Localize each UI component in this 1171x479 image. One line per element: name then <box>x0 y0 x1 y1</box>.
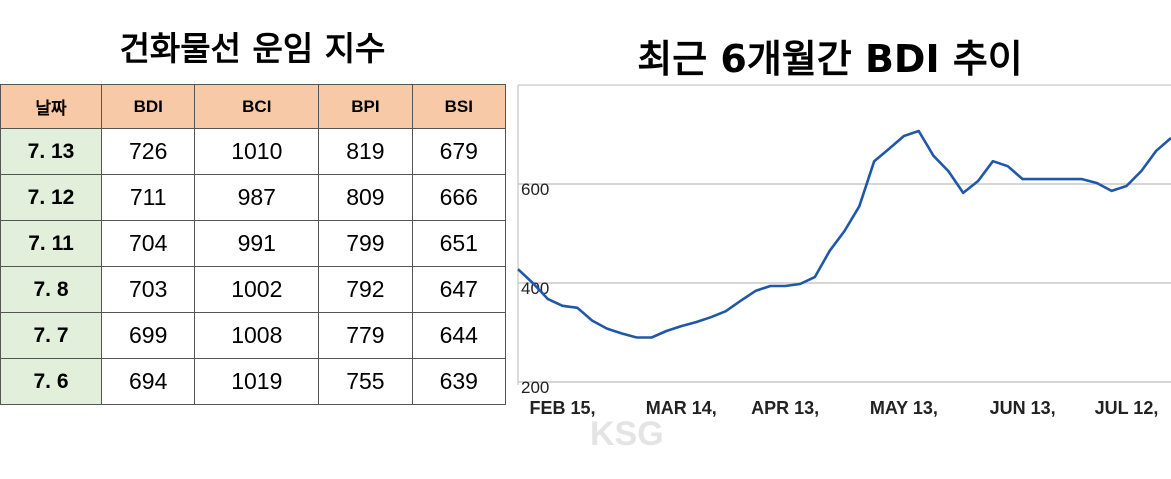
table-row: 날짜 BDI BCI BPI BSI <box>0 84 507 129</box>
table-row: 7. 13 726 1010 819 679 <box>0 128 507 175</box>
cell: 703 <box>100 266 196 313</box>
cell: 726 <box>100 128 196 175</box>
freight-table: 날짜 BDI BCI BPI BSI 7. 13 726 1010 819 679 7. 12 711… <box>0 84 507 405</box>
cell: 644 <box>411 312 507 359</box>
table-row: 7. 12 711 987 809 666 <box>0 174 507 221</box>
x-tick-label: APR 13, <box>751 398 819 418</box>
header-cell: BSI <box>411 84 507 129</box>
cell: 651 <box>411 220 507 267</box>
header-cell: BPI <box>318 84 413 129</box>
table-row: 7. 8 703 1002 792 647 <box>0 266 507 313</box>
table-row: 7. 6 694 1019 755 639 <box>0 358 507 405</box>
cell: 799 <box>318 220 413 267</box>
cell: 991 <box>194 220 320 267</box>
table-row: 7. 11 704 991 799 651 <box>0 220 507 267</box>
cell: 704 <box>100 220 196 267</box>
y-tick-label: 600 <box>521 180 549 199</box>
x-tick-label: JUL 12, <box>1095 398 1159 418</box>
cell: 699 <box>100 312 196 359</box>
x-tick-label: MAY 13, <box>870 398 938 418</box>
cell: 7. 11 <box>0 220 102 267</box>
table-title: 건화물선 운임 지수 <box>119 29 386 68</box>
cell: 1010 <box>194 128 320 175</box>
cell: 7. 6 <box>0 358 102 405</box>
cell: 666 <box>411 174 507 221</box>
cell: 694 <box>100 358 196 405</box>
cell: 639 <box>411 358 507 405</box>
watermark: KSG <box>590 415 664 453</box>
chart-title: 최근 6개월간 BDI 추이 <box>637 37 1023 81</box>
header-cell: 날짜 <box>0 84 102 129</box>
cell: 7. 12 <box>0 174 102 221</box>
x-tick-label: JUN 13, <box>990 398 1056 418</box>
table-row: 7. 7 699 1008 779 644 <box>0 312 507 359</box>
cell: 679 <box>411 128 507 175</box>
x-tick-label: FEB 15, <box>530 398 596 418</box>
cell: 1019 <box>194 358 320 405</box>
cell: 755 <box>318 358 413 405</box>
series-line <box>517 129 1171 339</box>
cell: 647 <box>411 266 507 313</box>
y-tick-label: 200 <box>521 378 549 397</box>
x-tick-label: MAR 14, <box>646 398 717 418</box>
cell: 7. 13 <box>0 128 102 175</box>
cell: 1002 <box>194 266 320 313</box>
header-cell: BDI <box>100 84 196 129</box>
cell: 1008 <box>194 312 320 359</box>
cell: 7. 8 <box>0 266 102 313</box>
